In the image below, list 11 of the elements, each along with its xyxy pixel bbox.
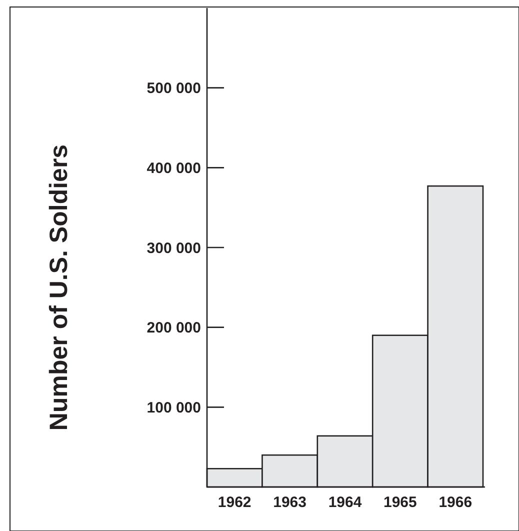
y-tick-label: 100 000	[146, 399, 201, 416]
y-tick-label: 200 000	[146, 320, 201, 337]
y-tick-label: 300 000	[146, 240, 201, 257]
y-axis-title: Number of U.S. Soldiers	[45, 144, 73, 431]
x-tick-label: 1965	[384, 494, 417, 511]
y-tick-label: 400 000	[146, 160, 201, 177]
x-tick-label: 1966	[438, 494, 472, 511]
x-tick-label: 1963	[273, 494, 306, 511]
x-tick-label: 1962	[218, 494, 252, 511]
x-tick-label: 1964	[328, 494, 362, 511]
y-tick-label: 500 000	[146, 80, 201, 98]
